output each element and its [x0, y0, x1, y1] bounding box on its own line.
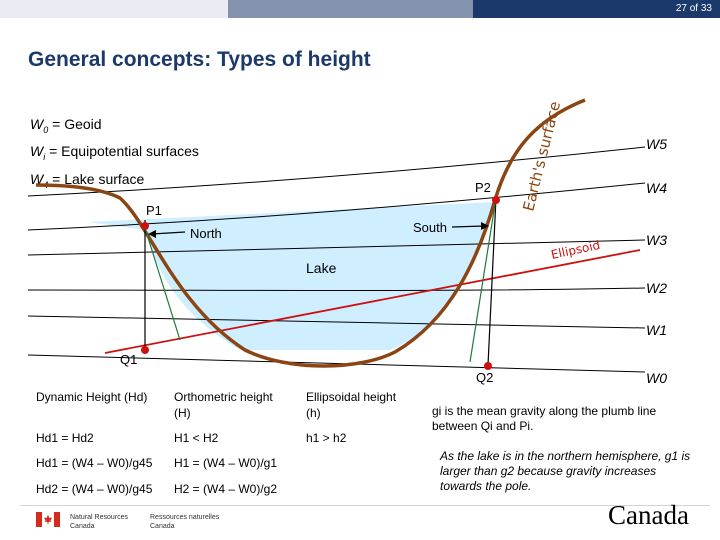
table-cell-r1c1: Hd1 = Hd2	[36, 431, 94, 445]
lake-label: Lake	[306, 260, 337, 276]
legend-geoid: W0 = Geoid	[30, 116, 102, 135]
legend-equipotential: Wi = Equipotential surfaces	[30, 143, 199, 162]
header-bar-mid	[228, 0, 473, 18]
point-p2	[492, 196, 500, 204]
north-label: North	[190, 226, 222, 241]
q2-label: Q2	[476, 370, 494, 385]
point-p1	[141, 222, 149, 230]
canada-wordmark: Canada	[608, 500, 689, 530]
south-arrow	[451, 225, 485, 228]
earth-surface-curve	[35, 98, 586, 368]
p1-label: P1	[146, 203, 162, 218]
w2-label: W2	[646, 280, 667, 296]
footer-divider	[20, 505, 710, 506]
table-header-dynamic: Dynamic Height (Hd)	[36, 390, 148, 404]
north-arrowhead	[148, 230, 156, 238]
point-q1	[141, 346, 149, 354]
table-cell-r3c1: Hd2 = (W4 – W0)/g45	[36, 482, 153, 496]
gravity-note: gi is the mean gravity along the plumb l…	[432, 404, 657, 433]
q1-label: Q1	[120, 352, 138, 367]
w0-label: W0	[646, 370, 667, 386]
equipotential-w2	[27, 287, 646, 291]
south-label: South	[413, 220, 447, 235]
slide-title: General concepts: Types of height	[28, 48, 371, 71]
table-cell-r2c2: H1 = (W4 – W0)/g1	[174, 456, 278, 470]
equipotential-w3	[27, 239, 646, 256]
table-cell-r3c2: H2 = (W4 – W0)/g2	[174, 482, 278, 496]
table-cell-r2c1: Hd1 = (W4 – W0)/g45	[36, 456, 153, 470]
plumb-line-p1	[144, 227, 181, 341]
equipotential-w5	[27, 146, 646, 197]
page-number: 27 of 33	[675, 3, 712, 14]
header-bar-dark	[473, 0, 720, 18]
table-header-ellipsoidal: Ellipsoidal height (h)	[306, 390, 397, 420]
equipotential-w4	[27, 182, 646, 231]
lake-fill	[88, 202, 495, 350]
south-arrowhead	[481, 222, 489, 230]
north-arrow	[151, 231, 186, 235]
plumb-line-p2	[469, 197, 497, 363]
hemisphere-note: As the lake is in the northern hemispher…	[440, 449, 691, 493]
header-bar-light	[0, 0, 228, 18]
w1-label: W1	[646, 322, 667, 338]
ellipsoid-line	[104, 249, 641, 354]
w3-label: W3	[646, 232, 667, 248]
p2-label: P2	[475, 180, 491, 195]
header-bar: 27 of 33	[0, 0, 720, 18]
table-cell-r1c2: H1 < H2	[174, 431, 219, 445]
w5-label: W5	[646, 136, 667, 152]
canada-flag-icon	[36, 512, 60, 527]
vertical-q2-p2	[487, 197, 497, 366]
table-cell-r1c3: h1 > h2	[306, 431, 347, 445]
point-q2	[484, 362, 492, 370]
agency-name-en: Natural Resources Canada	[70, 514, 128, 530]
table-header-orthometric: Orthometric height (H)	[174, 390, 273, 420]
equipotential-w1	[27, 315, 646, 329]
agency-name-fr: Ressources naturelles Canada	[150, 514, 220, 530]
w4-label: W4	[646, 180, 667, 196]
